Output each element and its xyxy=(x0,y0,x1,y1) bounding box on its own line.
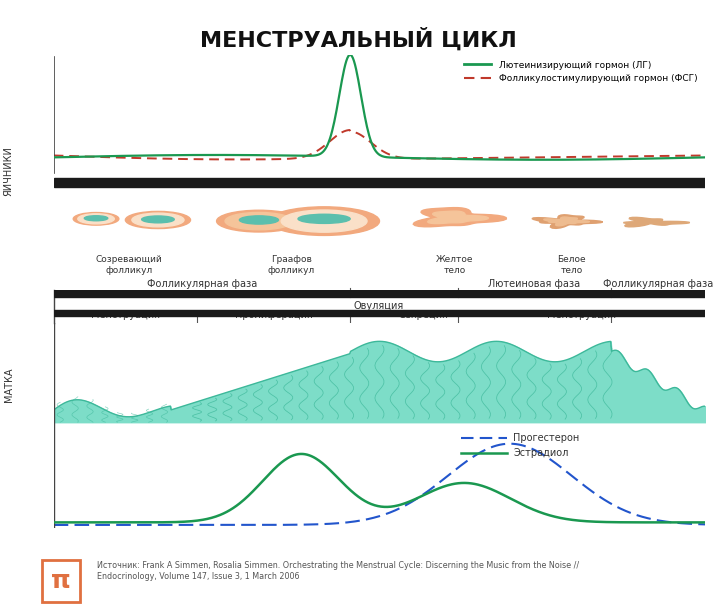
Text: Эстрадиол: Эстрадиол xyxy=(513,448,569,458)
Ellipse shape xyxy=(78,214,115,224)
Polygon shape xyxy=(543,217,589,226)
Ellipse shape xyxy=(73,212,119,225)
Ellipse shape xyxy=(216,210,301,232)
Text: ЯИЧНИКИ: ЯИЧНИКИ xyxy=(4,146,14,196)
Polygon shape xyxy=(427,211,488,224)
Legend: Лютеинизирующий гормон (ЛГ), Фолликулостимулирующий гормон (ФСГ): Лютеинизирующий гормон (ЛГ), Фолликулост… xyxy=(460,57,701,87)
Text: Пролиферация: Пролиферация xyxy=(235,310,312,320)
Text: Секреция: Секреция xyxy=(399,310,448,320)
Ellipse shape xyxy=(239,216,279,224)
Bar xyxy=(54,310,705,315)
Ellipse shape xyxy=(84,216,108,221)
Text: МАТКА: МАТКА xyxy=(4,367,14,401)
Ellipse shape xyxy=(298,214,350,223)
Text: Фолликулярная фаза: Фолликулярная фаза xyxy=(603,279,713,289)
Ellipse shape xyxy=(132,213,184,227)
Text: Овуляция: Овуляция xyxy=(354,301,404,311)
Text: π: π xyxy=(51,569,71,593)
Bar xyxy=(54,178,705,187)
Polygon shape xyxy=(532,215,603,228)
Ellipse shape xyxy=(225,212,293,230)
Text: Прогестерон: Прогестерон xyxy=(513,432,579,443)
Text: Созревающий
фолликул: Созревающий фолликул xyxy=(95,256,162,275)
Text: Менструация: Менструация xyxy=(91,310,160,320)
Ellipse shape xyxy=(125,212,190,229)
Bar xyxy=(54,290,705,297)
Text: Белое
тело: Белое тело xyxy=(557,256,586,275)
Text: Источник: Frank A Simmen, Rosalia Simmen. Orchestrating the Menstrual Cycle: Dis: Источник: Frank A Simmen, Rosalia Simmen… xyxy=(97,561,579,581)
Ellipse shape xyxy=(268,207,379,235)
Polygon shape xyxy=(413,207,506,227)
Text: Лютеиновая фаза: Лютеиновая фаза xyxy=(488,279,580,289)
Text: Желтое
тело: Желтое тело xyxy=(435,256,473,275)
Text: Менструация: Менструация xyxy=(547,310,616,320)
Polygon shape xyxy=(624,217,690,227)
Ellipse shape xyxy=(281,210,367,232)
FancyBboxPatch shape xyxy=(42,561,80,601)
Text: Граафов
фолликул: Граафов фолликул xyxy=(268,256,315,275)
Text: МЕНСТРУАЛЬНЫЙ ЦИКЛ: МЕНСТРУАЛЬНЫЙ ЦИКЛ xyxy=(200,27,516,51)
Text: Фолликулярная фаза: Фолликулярная фаза xyxy=(147,279,257,289)
Ellipse shape xyxy=(142,216,174,223)
